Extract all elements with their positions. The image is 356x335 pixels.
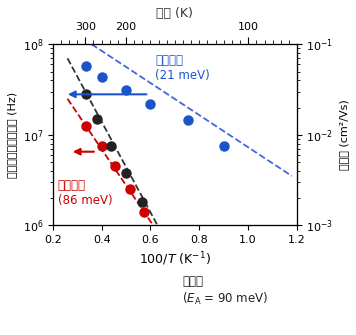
- X-axis label: 温度 (K): 温度 (K): [156, 7, 193, 20]
- Text: 結晶粒界
(86 meV): 結晶粒界 (86 meV): [58, 179, 112, 206]
- Y-axis label: 移動度 (cm²/Vs): 移動度 (cm²/Vs): [339, 99, 349, 170]
- X-axis label: 100/$\it{T}$ (K$^{-1}$): 100/$\it{T}$ (K$^{-1}$): [139, 251, 211, 268]
- Text: 移動度
($E_\mathrm{A}$ = 90 meV): 移動度 ($E_\mathrm{A}$ = 90 meV): [182, 275, 268, 307]
- Text: 結晶内部
(21 meV): 結晶内部 (21 meV): [155, 54, 210, 82]
- Y-axis label: キャリアー移動頻度 (Hz): キャリアー移動頻度 (Hz): [7, 92, 17, 178]
